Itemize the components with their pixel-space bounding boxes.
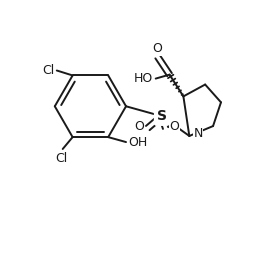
Text: S: S xyxy=(157,109,167,123)
Text: O: O xyxy=(134,120,144,133)
Text: HO: HO xyxy=(133,72,153,85)
Text: Cl: Cl xyxy=(42,64,55,77)
Text: Cl: Cl xyxy=(56,152,68,165)
Text: O: O xyxy=(153,43,163,55)
Text: OH: OH xyxy=(128,136,147,149)
Text: O: O xyxy=(169,120,179,133)
Text: N: N xyxy=(193,128,203,140)
